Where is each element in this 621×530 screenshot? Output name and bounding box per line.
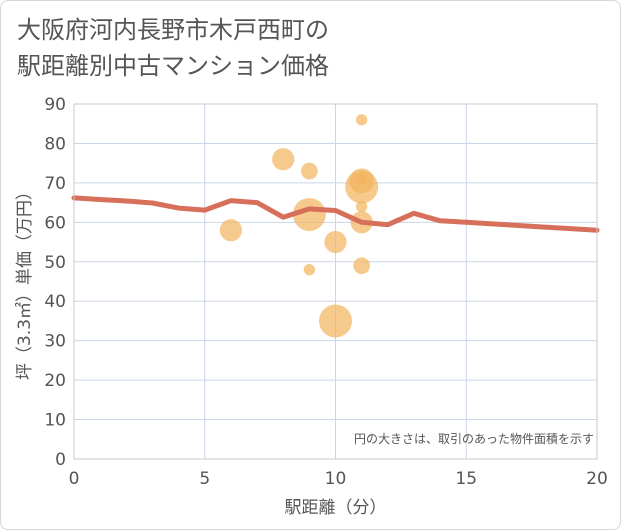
y-tick-labels: 0 10 20 30 40 50 60 70 80 90 [44,95,66,470]
trend-line [71,195,600,233]
trend-layer [71,195,600,233]
y-tick-label: 10 [44,411,66,431]
x-tick-label: 0 [69,469,80,489]
plot-border [73,103,598,460]
bubble-layer [219,114,379,338]
title-line-1: 大阪府河内長野市木戸西町の [17,16,329,44]
x-tick-label: 5 [199,469,210,489]
x-tick-label: 15 [455,469,477,489]
y-tick-label: 0 [55,450,66,470]
grid-lines [73,103,598,460]
y-tick-label: 90 [44,95,66,115]
x-axis-label: 駅距離（分） [285,498,387,518]
y-tick-label: 80 [44,134,66,154]
y-tick-label: 50 [44,253,66,273]
data-bubble [353,257,371,275]
data-bubble [324,230,347,254]
y-tick-label: 70 [44,174,66,194]
data-bubble [303,263,316,276]
title-line-2: 駅距離別中古マンション価格 [17,52,329,80]
data-bubble [292,197,326,231]
size-legend-note: 円の大きさは、取引のあった物件面積を示す [354,431,594,446]
y-tick-label: 30 [44,332,66,352]
data-bubble [355,200,368,213]
data-bubble [319,304,352,338]
x-tick-label: 10 [325,469,347,489]
data-bubble [345,170,379,204]
data-bubble [272,148,295,171]
y-axis-label: 坪（3.3㎡）単価（万円） [15,183,35,380]
chart-title: 大阪府河内長野市木戸西町の 駅距離別中古マンション価格 [17,12,329,84]
x-tick-labels: 0 5 10 15 20 [69,469,608,489]
y-tick-label: 20 [44,371,66,391]
x-tick-label: 20 [586,469,608,489]
y-tick-label: 60 [44,213,66,233]
data-bubble [355,114,368,126]
data-bubble [300,162,318,180]
data-bubble [219,219,242,242]
y-tick-label: 40 [44,292,66,312]
